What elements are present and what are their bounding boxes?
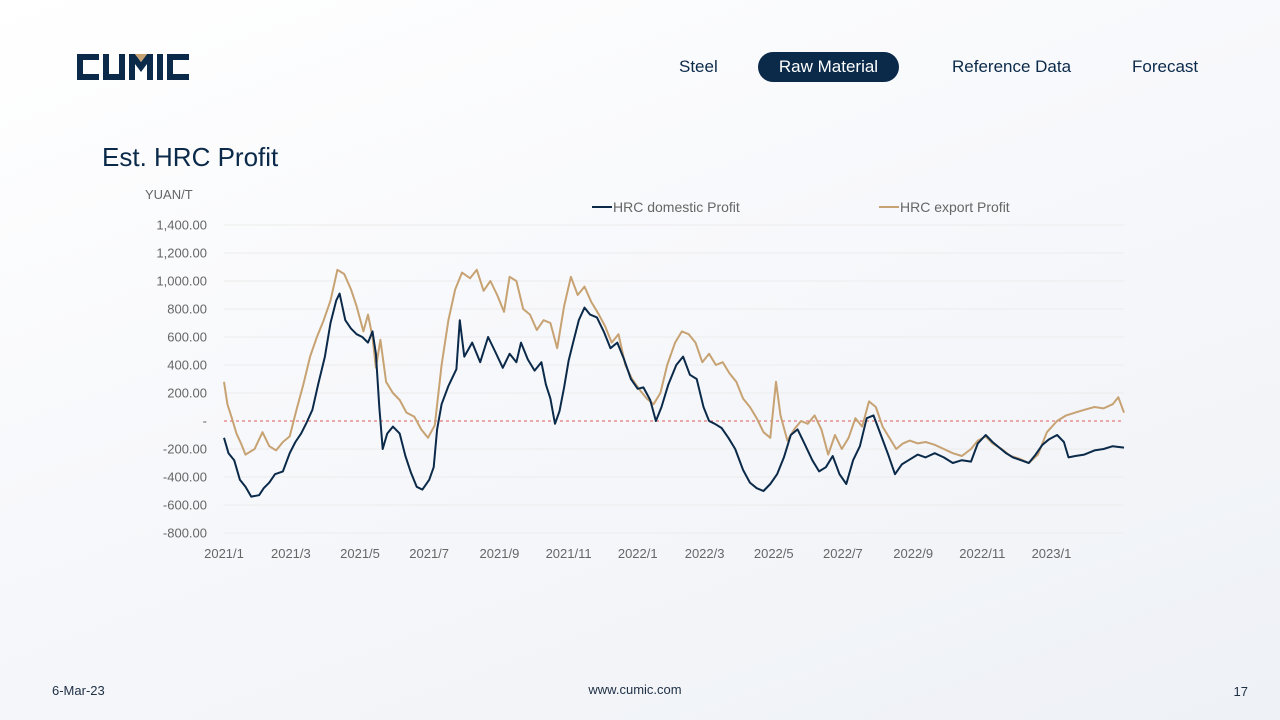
legend-label: HRC domestic Profit bbox=[613, 199, 740, 215]
y-tick-label: 200.00 bbox=[167, 386, 207, 401]
x-tick-label: 2021/1 bbox=[204, 546, 244, 561]
y-tick-label: 1,000.00 bbox=[156, 274, 207, 289]
nav-item-forecast[interactable]: Forecast bbox=[1132, 57, 1199, 76]
page-title: Est. HRC Profit bbox=[102, 142, 279, 172]
series-lines bbox=[223, 268, 1125, 498]
x-tick-label: 2021/7 bbox=[409, 546, 449, 561]
y-tick-label: -800.00 bbox=[163, 526, 207, 541]
chart-legend: HRC domestic Profit HRC export Profit bbox=[592, 199, 1010, 215]
cumic-logo bbox=[77, 54, 189, 80]
x-tick-label: 2021/11 bbox=[546, 546, 592, 561]
series-line-export bbox=[223, 268, 1125, 464]
y-tick-label: - bbox=[203, 414, 207, 429]
legend-label: HRC export Profit bbox=[900, 199, 1010, 215]
nav-item-reference-data[interactable]: Reference Data bbox=[952, 57, 1072, 76]
x-tick-label: 2022/11 bbox=[959, 546, 1005, 561]
y-axis: 1,400.00 1,200.00 1,000.00 800.00 600.00 400.… bbox=[156, 218, 207, 541]
page-number: 17 bbox=[1233, 684, 1248, 699]
x-tick-label: 2022/5 bbox=[754, 546, 794, 561]
x-tick-label: 2021/5 bbox=[340, 546, 380, 561]
x-axis: 2021/1 2021/3 2021/5 2021/7 2021/9 2021/11 202… bbox=[204, 546, 1071, 561]
series-line-domestic bbox=[223, 292, 1125, 498]
top-nav: Steel Raw Material Reference Data Foreca… bbox=[0, 52, 1280, 84]
x-tick-label: 2023/1 bbox=[1032, 546, 1072, 561]
nav-item-steel[interactable]: Steel bbox=[679, 57, 718, 76]
y-tick-label: 800.00 bbox=[167, 302, 207, 317]
x-tick-label: 2021/9 bbox=[480, 546, 520, 561]
y-tick-label: 1,400.00 bbox=[156, 218, 207, 233]
y-tick-label: 400.00 bbox=[167, 358, 207, 373]
chart-gridlines bbox=[224, 224, 1124, 534]
footer-url[interactable]: www.cumic.com bbox=[588, 682, 682, 697]
y-tick-label: 1,200.00 bbox=[156, 246, 207, 261]
x-tick-label: 2022/7 bbox=[823, 546, 863, 561]
nav-item-raw-material[interactable]: Raw Material bbox=[758, 52, 899, 82]
footer-date: 6-Mar-23 bbox=[52, 683, 105, 698]
y-tick-label: -200.00 bbox=[163, 442, 207, 457]
y-tick-label: -600.00 bbox=[163, 498, 207, 513]
x-tick-label: 2022/1 bbox=[618, 546, 658, 561]
x-tick-label: 2022/3 bbox=[685, 546, 725, 561]
y-tick-label: -400.00 bbox=[163, 470, 207, 485]
x-tick-label: 2021/3 bbox=[271, 546, 311, 561]
y-axis-label: YUAN/T bbox=[145, 187, 193, 202]
x-tick-label: 2022/9 bbox=[893, 546, 933, 561]
y-tick-label: 600.00 bbox=[167, 330, 207, 345]
